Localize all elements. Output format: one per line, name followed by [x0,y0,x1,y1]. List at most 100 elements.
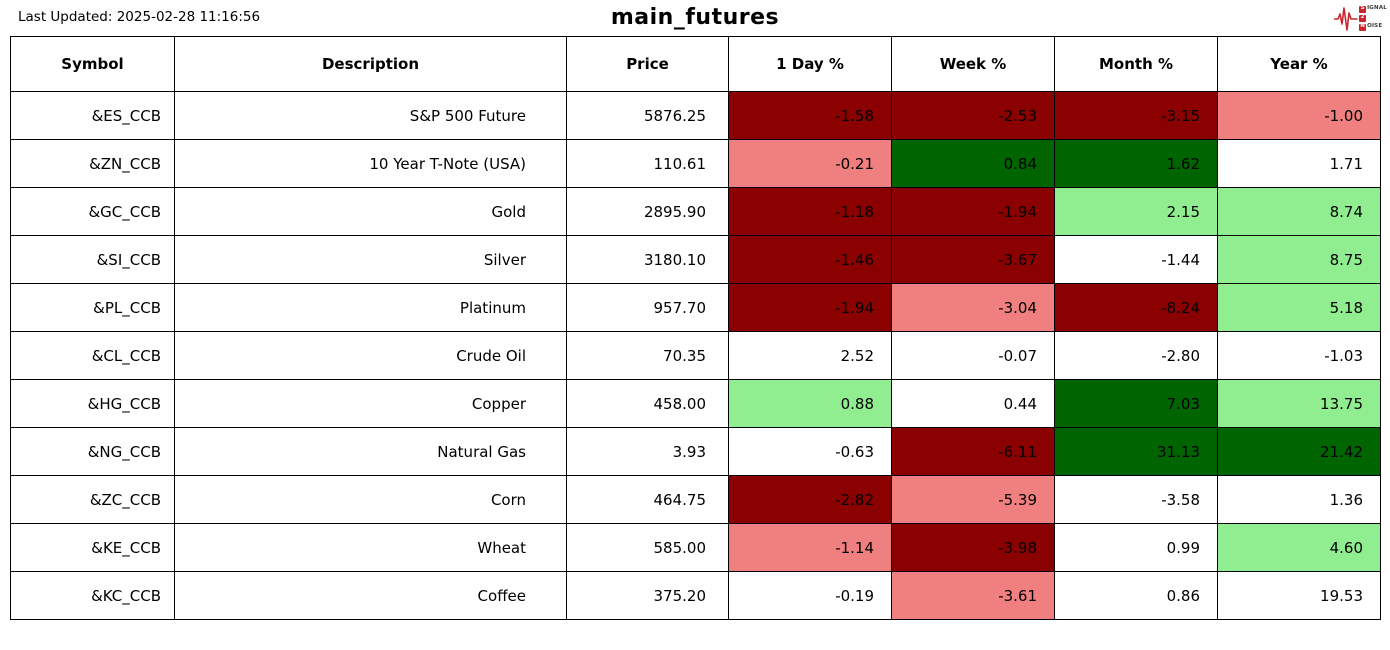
cell-year-pct: -1.00 [1217,91,1381,140]
cell-description: Gold [174,187,567,236]
table-header: Symbol Description Price 1 Day % Week % … [10,36,1381,92]
cell-symbol: &NG_CCB [10,427,175,476]
logo-square-n: N [1359,23,1367,31]
cell-week-pct: -3.98 [891,523,1055,572]
cell-price: 585.00 [566,523,729,572]
cell-symbol: &HG_CCB [10,379,175,428]
col-header-year-pct: Year % [1217,36,1381,92]
futures-table: Symbol Description Price 1 Day % Week % … [10,36,1381,620]
cell-description: Wheat [174,523,567,572]
cell-month-pct: -1.44 [1054,235,1218,284]
cell-year-pct: 4.60 [1217,523,1381,572]
cell-price: 70.35 [566,331,729,380]
cell-month-pct: -8.24 [1054,283,1218,332]
cell-year-pct: 21.42 [1217,427,1381,476]
cell-year-pct: 8.75 [1217,235,1381,284]
cell-description: Coffee [174,571,567,620]
col-header-price: Price [566,36,729,92]
cell-day-pct: -0.21 [728,139,892,188]
cell-description: Corn [174,475,567,524]
cell-week-pct: 0.44 [891,379,1055,428]
cell-symbol: &SI_CCB [10,235,175,284]
signal2noise-logo: S IGNAL 2 N OISE [1334,2,1387,34]
cell-day-pct: -1.18 [728,187,892,236]
cell-week-pct: -3.04 [891,283,1055,332]
cell-description: Copper [174,379,567,428]
cell-day-pct: -1.46 [728,235,892,284]
last-updated-text: Last Updated: 2025-02-28 11:16:56 [18,9,261,25]
table-row: &KE_CCB Wheat 585.00 -1.14 -3.98 0.99 4.… [10,523,1381,572]
cell-week-pct: -3.67 [891,235,1055,284]
cell-price: 957.70 [566,283,729,332]
cell-month-pct: 2.15 [1054,187,1218,236]
cell-price: 5876.25 [566,91,729,140]
col-header-day-pct: 1 Day % [728,36,892,92]
cell-description: Natural Gas [174,427,567,476]
col-header-month-pct: Month % [1054,36,1218,92]
cell-year-pct: 8.74 [1217,187,1381,236]
table-row: &KC_CCB Coffee 375.20 -0.19 -3.61 0.86 1… [10,571,1381,620]
table-row: &CL_CCB Crude Oil 70.35 2.52 -0.07 -2.80… [10,331,1381,380]
cell-symbol: &ES_CCB [10,91,175,140]
cell-year-pct: 1.71 [1217,139,1381,188]
table-body: &ES_CCB S&P 500 Future 5876.25 -1.58 -2.… [10,91,1381,620]
cell-price: 458.00 [566,379,729,428]
cell-month-pct: 7.03 [1054,379,1218,428]
cell-price: 3.93 [566,427,729,476]
table-row: &NG_CCB Natural Gas 3.93 -0.63 -6.11 31.… [10,427,1381,476]
col-header-symbol: Symbol [10,36,175,92]
col-header-week-pct: Week % [891,36,1055,92]
cell-week-pct: -2.53 [891,91,1055,140]
cell-price: 3180.10 [566,235,729,284]
table-row: &ZN_CCB 10 Year T-Note (USA) 110.61 -0.2… [10,139,1381,188]
cell-description: Crude Oil [174,331,567,380]
cell-description: S&P 500 Future [174,91,567,140]
cell-symbol: &CL_CCB [10,331,175,380]
cell-symbol: &ZC_CCB [10,475,175,524]
logo-text: S IGNAL 2 N OISE [1359,5,1387,31]
cell-year-pct: 19.53 [1217,571,1381,620]
cell-description: 10 Year T-Note (USA) [174,139,567,188]
cell-week-pct: -5.39 [891,475,1055,524]
col-header-description: Description [174,36,567,92]
cell-price: 375.20 [566,571,729,620]
table-row: &HG_CCB Copper 458.00 0.88 0.44 7.03 13.… [10,379,1381,428]
logo-square-s: S [1359,5,1367,13]
page-title: main_futures [610,5,780,30]
table-row: &ZC_CCB Corn 464.75 -2.82 -5.39 -3.58 1.… [10,475,1381,524]
cell-month-pct: 31.13 [1054,427,1218,476]
table-row: &GC_CCB Gold 2895.90 -1.18 -1.94 2.15 8.… [10,187,1381,236]
logo-word-noise: OISE [1367,23,1383,30]
logo-word-signal: IGNAL [1367,5,1387,12]
cell-day-pct: -2.82 [728,475,892,524]
cell-month-pct: -3.58 [1054,475,1218,524]
cell-week-pct: 0.84 [891,139,1055,188]
cell-symbol: &ZN_CCB [10,139,175,188]
cell-symbol: &KC_CCB [10,571,175,620]
cell-week-pct: -0.07 [891,331,1055,380]
table-row: &ES_CCB S&P 500 Future 5876.25 -1.58 -2.… [10,91,1381,140]
cell-month-pct: 1.62 [1054,139,1218,188]
cell-month-pct: -3.15 [1054,91,1218,140]
table-row: &SI_CCB Silver 3180.10 -1.46 -3.67 -1.44… [10,235,1381,284]
cell-year-pct: -1.03 [1217,331,1381,380]
waveform-icon [1334,4,1358,32]
logo-square-2: 2 [1359,14,1367,22]
cell-week-pct: -3.61 [891,571,1055,620]
cell-price: 464.75 [566,475,729,524]
cell-year-pct: 1.36 [1217,475,1381,524]
cell-description: Silver [174,235,567,284]
cell-day-pct: 0.88 [728,379,892,428]
cell-day-pct: -0.19 [728,571,892,620]
cell-day-pct: 2.52 [728,331,892,380]
cell-price: 110.61 [566,139,729,188]
cell-month-pct: 0.99 [1054,523,1218,572]
cell-day-pct: -1.14 [728,523,892,572]
cell-month-pct: 0.86 [1054,571,1218,620]
cell-symbol: &KE_CCB [10,523,175,572]
cell-year-pct: 13.75 [1217,379,1381,428]
cell-year-pct: 5.18 [1217,283,1381,332]
cell-day-pct: -1.94 [728,283,892,332]
table-row: &PL_CCB Platinum 957.70 -1.94 -3.04 -8.2… [10,283,1381,332]
cell-description: Platinum [174,283,567,332]
